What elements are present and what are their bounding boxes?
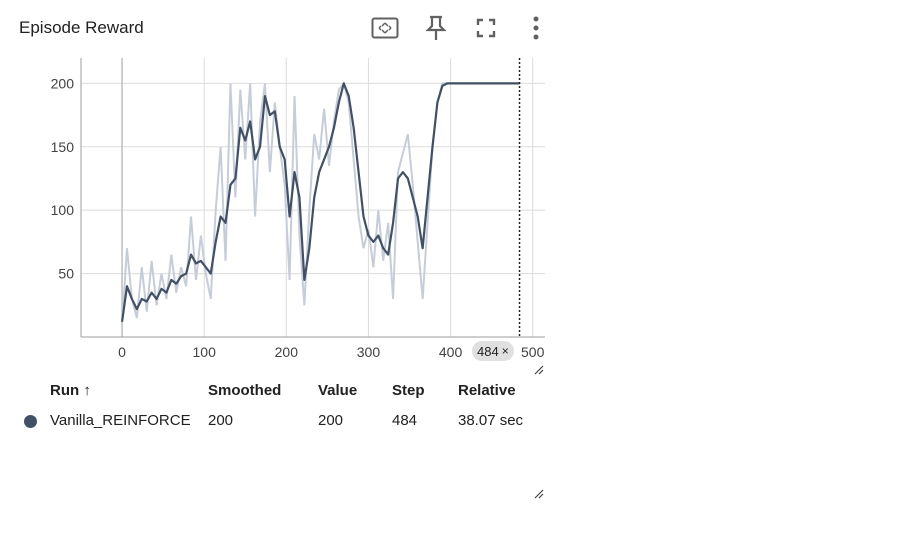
table-resize-handle-icon[interactable] bbox=[534, 489, 544, 499]
run-name: Vanilla_REINFORCE bbox=[50, 412, 191, 429]
raw-series-line bbox=[121, 81, 520, 325]
x-tick-label: 400 bbox=[439, 344, 463, 360]
table-header-row: Run ↑ Smoothed Value Step Relative bbox=[18, 376, 523, 404]
header-color bbox=[18, 376, 50, 404]
table-row: Vanilla_REINFORCE 200 200 484 38.07 sec bbox=[18, 404, 523, 437]
header-smoothed[interactable]: Smoothed bbox=[208, 381, 282, 399]
y-tick-label: 100 bbox=[51, 202, 75, 218]
more-vert-icon bbox=[533, 16, 539, 40]
chart-card: Episode Reward 50 100 150 200 bbox=[0, 14, 560, 499]
y-tick-label: 200 bbox=[51, 75, 75, 91]
y-tick-label: 50 bbox=[58, 266, 74, 282]
step-cursor-chip[interactable]: 484 × bbox=[472, 341, 514, 361]
fit-domain-button[interactable] bbox=[370, 14, 400, 42]
run-color-dot bbox=[24, 414, 37, 428]
x-tick-label: 100 bbox=[193, 344, 217, 360]
more-options-button[interactable] bbox=[521, 14, 551, 42]
smoothed-series-line bbox=[120, 82, 520, 322]
pin-icon bbox=[426, 15, 446, 40]
header-run[interactable]: Run ↑ bbox=[50, 381, 91, 399]
relative-time: 38.07 sec bbox=[458, 412, 524, 429]
y-tick-label: 150 bbox=[51, 139, 75, 155]
resize-handle-icon[interactable] bbox=[534, 365, 544, 375]
raw-value: 200 bbox=[318, 412, 344, 429]
chart-area[interactable]: 50 100 150 200 0 100 200 300 400 500 484 × bbox=[0, 50, 560, 370]
fullscreen-button[interactable] bbox=[471, 14, 501, 42]
step-value: 484 bbox=[392, 412, 418, 429]
header-value[interactable]: Value bbox=[318, 381, 358, 399]
close-icon[interactable]: × bbox=[501, 344, 509, 358]
header-step[interactable]: Step bbox=[392, 381, 425, 399]
card-title: Episode Reward bbox=[19, 18, 144, 37]
runs-table: Run ↑ Smoothed Value Step Relative Vanil… bbox=[18, 376, 523, 437]
fit-domain-icon bbox=[371, 17, 399, 39]
x-tick-label: 500 bbox=[521, 344, 545, 360]
smoothed-value: 200 bbox=[208, 412, 234, 429]
x-tick-label: 0 bbox=[118, 344, 126, 360]
header-relative[interactable]: Relative bbox=[458, 381, 516, 399]
step-cursor-label: 484 bbox=[477, 343, 499, 359]
x-tick-label: 200 bbox=[275, 344, 299, 360]
fullscreen-icon bbox=[476, 18, 496, 38]
run-color-cell bbox=[18, 404, 50, 437]
pin-button[interactable] bbox=[421, 14, 451, 42]
x-tick-label: 300 bbox=[357, 344, 381, 360]
line-chart: 50 100 150 200 0 100 200 300 400 500 bbox=[51, 58, 545, 360]
